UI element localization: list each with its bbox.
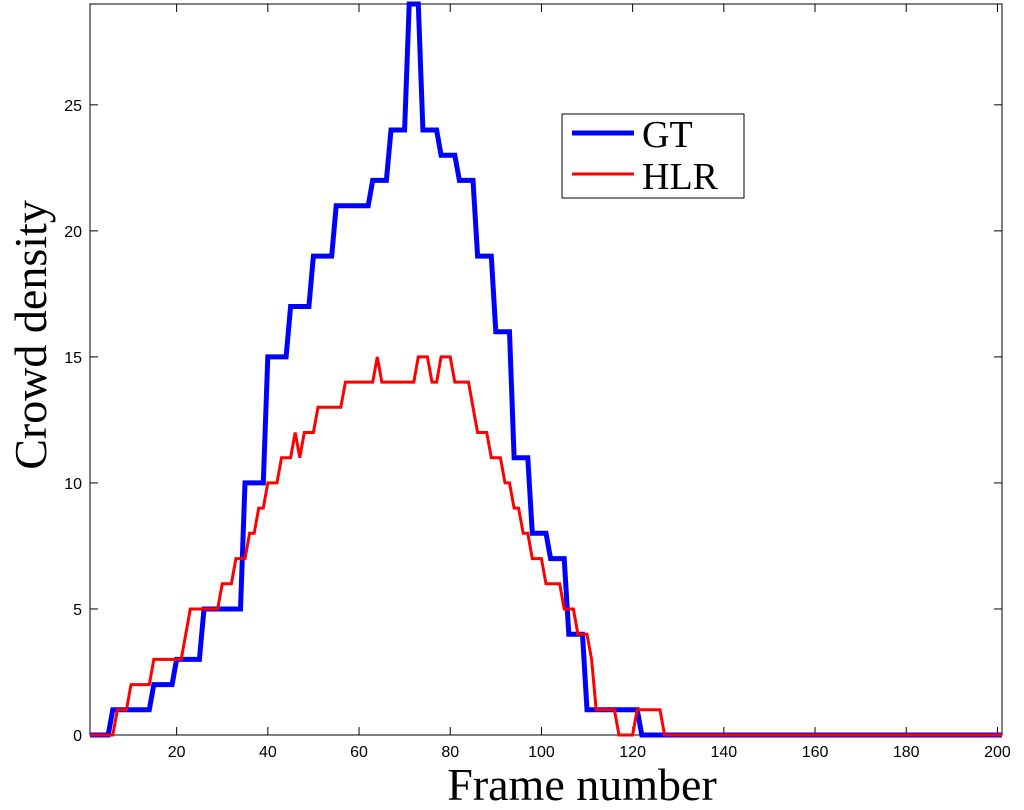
y-tick-label: 10 [64,476,82,493]
legend: GT HLR [561,113,745,199]
legend-label-hlr: HLR [642,156,719,198]
y-tick-label: 0 [73,728,82,745]
x-tick-label: 40 [259,744,277,761]
x-tick-label: 140 [710,744,737,761]
x-tick-label: 20 [168,744,186,761]
y-tick-label: 20 [64,224,82,241]
series-line-gt [90,1,1002,738]
y-tick-label: 15 [64,350,82,367]
legend-box [561,113,745,199]
x-tick-label: 100 [528,744,555,761]
y-tick-label: 5 [73,602,82,619]
y-axis-title: Crowd density [5,200,56,470]
y-tick-label: 25 [64,98,82,115]
x-tick-label: 160 [802,744,829,761]
series-layer [90,1,1002,738]
x-tick-label: 180 [893,744,920,761]
x-axis-title: Frame number [447,759,717,810]
series-line-hlr [90,355,1002,737]
x-tick-label: 80 [441,744,459,761]
legend-label-gt: GT [642,114,693,156]
x-tick-label: 120 [619,744,646,761]
x-tick-label: 60 [350,744,368,761]
x-tick-label: 200 [984,744,1011,761]
x-axis-ticks: 20 40 60 80 100 120 140 160 180 200 [168,4,1011,761]
plot-area [89,3,1003,736]
